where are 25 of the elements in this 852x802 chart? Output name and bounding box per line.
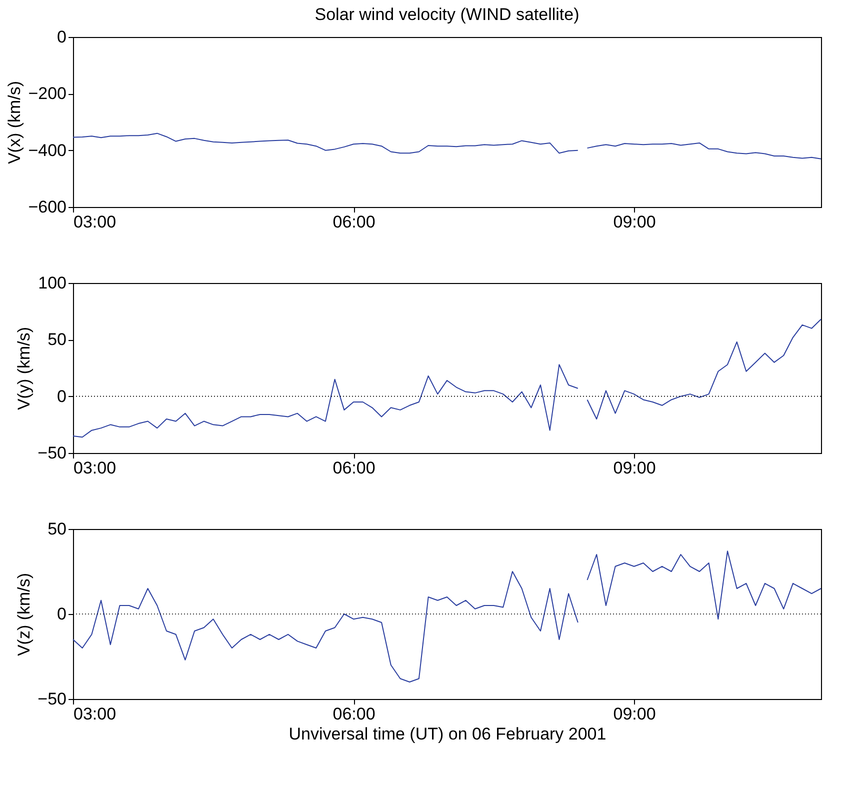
y-tick-label: 0 bbox=[57, 28, 66, 46]
y-tick-label: −50 bbox=[38, 444, 66, 462]
y-tick-label: −600 bbox=[28, 198, 66, 216]
y-tick-label: 50 bbox=[48, 330, 66, 350]
y-axis-title: V(x) (km/s) bbox=[5, 80, 24, 164]
y-tick-label: −400 bbox=[28, 140, 66, 160]
x-axis-title: Unviversal time (UT) on 06 February 2001 bbox=[288, 724, 606, 744]
x-tick-label: 06:00 bbox=[332, 458, 376, 478]
y-axis-title: V(y) (km/s) bbox=[14, 326, 34, 410]
x-tick-label: 09:00 bbox=[613, 212, 656, 232]
y-tick-label: 50 bbox=[48, 520, 66, 538]
x-tick-label: 09:00 bbox=[613, 458, 656, 478]
y-tick-label: −200 bbox=[28, 84, 66, 104]
y-tick-label: 100 bbox=[38, 274, 66, 292]
x-tick-label: 03:00 bbox=[74, 704, 116, 724]
x-tick-label: 03:00 bbox=[74, 212, 116, 232]
x-tick-label: 03:00 bbox=[74, 458, 116, 478]
y-axis-title: V(z) (km/s) bbox=[14, 572, 34, 656]
x-tick-label: 09:00 bbox=[613, 704, 656, 724]
y-tick-label: 0 bbox=[57, 386, 66, 406]
y-tick-label: 0 bbox=[57, 604, 66, 624]
x-tick-label: 06:00 bbox=[332, 704, 376, 724]
chart-title: Solar wind velocity (WIND satellite) bbox=[314, 5, 580, 24]
y-tick-label: −50 bbox=[38, 690, 66, 708]
x-tick-label: 06:00 bbox=[332, 212, 376, 232]
